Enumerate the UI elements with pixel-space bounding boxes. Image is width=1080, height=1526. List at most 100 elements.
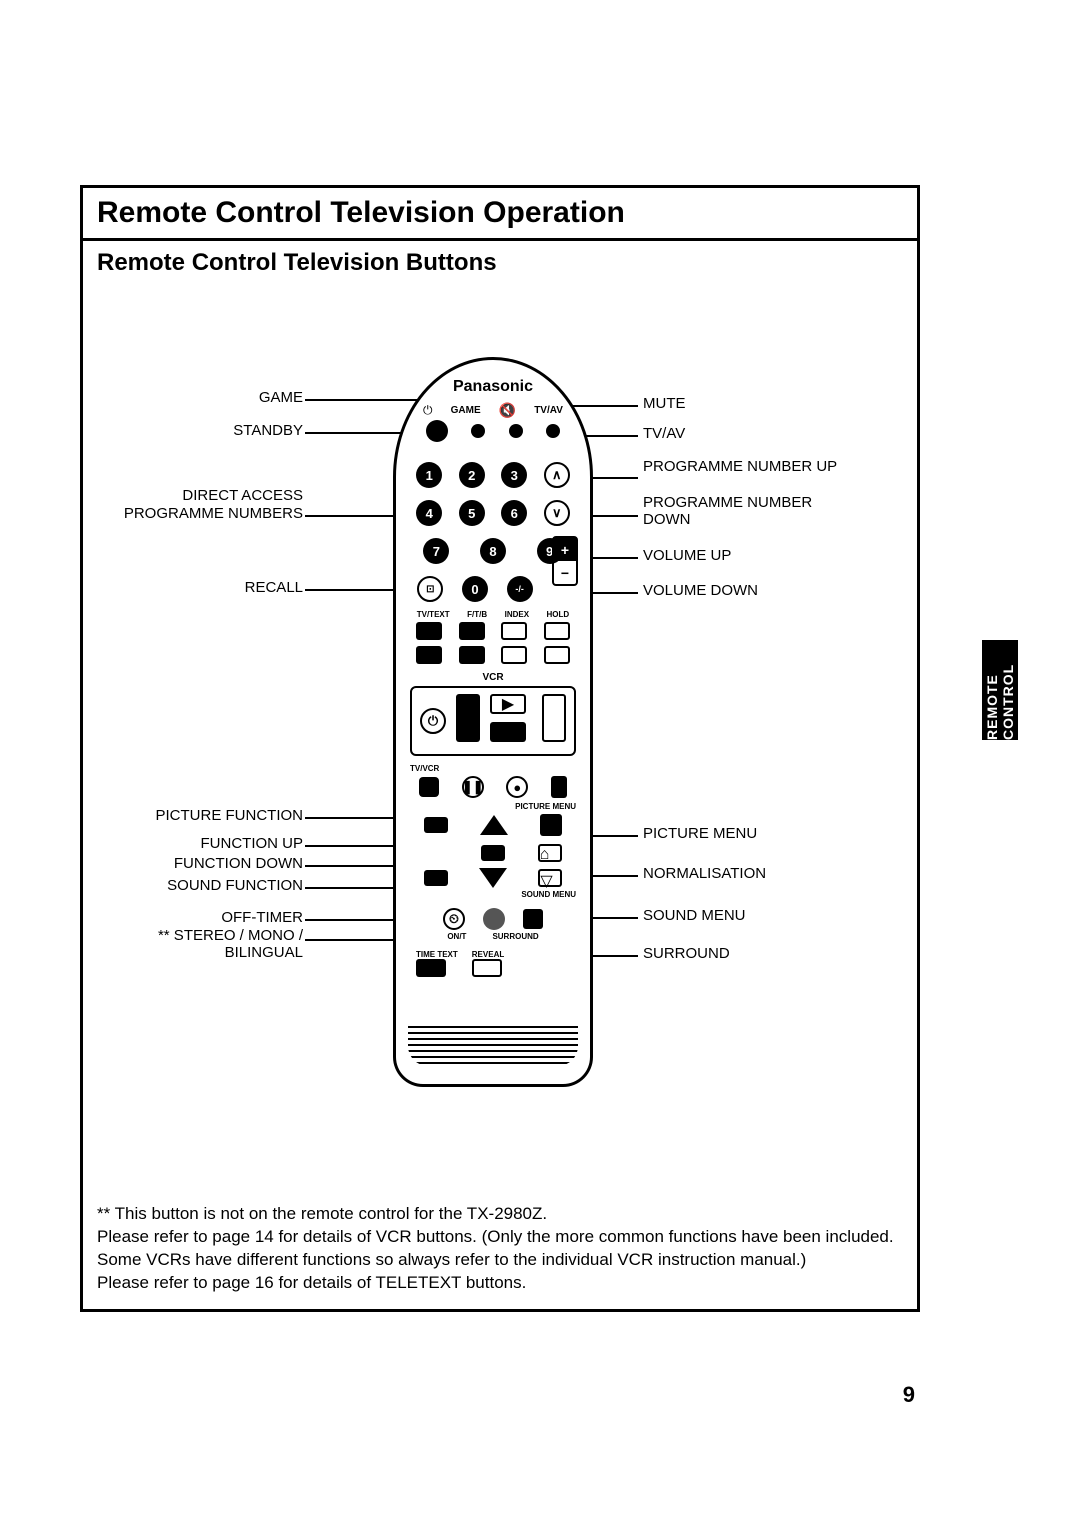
soundmenu-tiny: SOUND MENU [521,890,576,899]
footnote-line-3: Please refer to page 16 for details of T… [97,1272,903,1295]
standby-icon: ⏻ [423,403,433,418]
line [305,515,400,517]
page-number: 9 [903,1382,915,1408]
label-standby: STANDBY [83,422,303,439]
label-stereo: ** STEREO / MONO / BILINGUAL [83,927,303,962]
line [305,399,425,401]
sound-menu-down[interactable]: ▽ [538,869,562,887]
tt-ftb: F/T/B [467,610,487,619]
manual-page: Remote Control Television Operation Remo… [80,185,920,1312]
num-6[interactable]: 6 [501,500,527,526]
label-direct-access: DIRECT ACCESS PROGRAMME NUMBERS [83,487,303,523]
pause-button[interactable]: ❚❚ [462,776,484,798]
line [305,432,410,434]
num-0[interactable]: 0 [462,576,488,602]
num-5[interactable]: 5 [459,500,485,526]
tt-index: INDEX [505,610,529,619]
label-recall: RECALL [83,579,303,596]
label-picture-function: PICTURE FUNCTION [83,807,303,824]
side-tab: REMOTE CONTROL [982,640,1018,740]
timetext-tiny: TIME TEXT [416,950,458,959]
label-prog-up: PROGRAMME NUMBER UP [643,459,863,476]
off-timer-button[interactable]: ⏲ [443,908,465,930]
timetext-button[interactable] [416,959,446,977]
hold-button[interactable] [544,622,570,640]
vcr-play[interactable]: ▶ [490,694,526,714]
game-button[interactable] [471,424,485,438]
normal-button[interactable]: ⌂ [538,844,562,862]
label-tvav: TV/AV [643,425,685,442]
label-vol-down: VOLUME DOWN [643,582,758,599]
off-tiny: ON/T [447,932,466,941]
line [305,919,405,921]
line [305,589,400,591]
label-mute: MUTE [643,395,686,412]
label-sound-menu: SOUND MENU [643,907,746,924]
label-function-up: FUNCTION UP [83,835,303,852]
num-3[interactable]: 3 [501,462,527,488]
label-normalisation: NORMALISATION [643,865,766,882]
num-4[interactable]: 4 [416,500,442,526]
tvav-button[interactable] [546,424,560,438]
section-subtitle: Remote Control Television Buttons [83,241,917,277]
p-button[interactable] [424,817,448,833]
label-surround: SURROUND [643,945,730,962]
vcr-panel: ⏻ ▶ [410,686,576,756]
mute-button[interactable] [509,424,523,438]
picmenu-tiny: PICTURE MENU [396,802,590,811]
tt-color-4[interactable] [544,646,570,664]
vcr-rew[interactable] [456,694,480,742]
label-sound-function: SOUND FUNCTION [83,877,303,894]
recall-button[interactable]: ⊡ [417,576,443,602]
function-up-button[interactable] [480,815,508,835]
eject-button[interactable] [551,776,567,798]
num-1[interactable]: 1 [416,462,442,488]
dash-button[interactable]: -/- [507,576,533,602]
brand-label: Panasonic [396,378,590,396]
label-picture-menu: PICTURE MENU [643,825,757,842]
picture-menu-button[interactable] [540,814,562,836]
label-game: GAME [83,389,303,406]
reveal-tiny: REVEAL [472,950,504,959]
s-button[interactable] [424,870,448,886]
label-function-down: FUNCTION DOWN [83,855,303,872]
ftb-button[interactable] [459,622,485,640]
page-title: Remote Control Television Operation [83,188,917,241]
function-down-button[interactable] [479,868,507,888]
remote-outline: Panasonic ⏻ GAME 🔇 TV/AV 1 2 3 ∧ [393,357,593,1087]
tt-color-2[interactable] [459,646,485,664]
prog-down-button[interactable]: ∨ [544,500,570,526]
vcr-label: VCR [396,672,590,683]
reveal-button[interactable] [472,959,502,977]
n-button[interactable] [481,845,505,861]
standby-button[interactable] [426,420,448,442]
tt-tvtext: TV/TEXT [417,610,450,619]
mute-icon: 🔇 [499,402,516,419]
footnote-line-2: Please refer to page 14 for details of V… [97,1226,903,1272]
vcr-stop[interactable] [490,722,526,742]
tvvcr-button[interactable] [419,777,439,797]
num-7[interactable]: 7 [423,538,449,564]
surround-button[interactable] [523,909,543,929]
num-2[interactable]: 2 [459,462,485,488]
tt-color-1[interactable] [416,646,442,664]
stereo-button[interactable] [483,908,505,930]
vcr-ff[interactable] [542,694,566,742]
vcr-standby[interactable]: ⏻ [420,708,446,734]
index-button[interactable] [501,622,527,640]
footnote-block: ** This button is not on the remote cont… [83,1197,917,1309]
num-8[interactable]: 8 [480,538,506,564]
tvtext-button[interactable] [416,622,442,640]
game-tiny-label: GAME [451,405,481,416]
label-off-timer: OFF-TIMER [83,909,303,926]
tt-color-3[interactable] [501,646,527,664]
tt-hold: HOLD [547,610,570,619]
label-prog-down: PROGRAMME NUMBER DOWN [643,495,863,528]
label-vol-up: VOLUME UP [643,547,731,564]
remote-diagram: GAME STANDBY DIRECT ACCESS PROGRAMME NUM… [83,277,917,1197]
tvav-tiny-label: TV/AV [534,405,563,416]
prog-up-button[interactable]: ∧ [544,462,570,488]
tvvcr-label: TV/VCR [410,764,439,773]
rec-button[interactable]: ● [506,776,528,798]
grip-ridges [408,1026,578,1066]
